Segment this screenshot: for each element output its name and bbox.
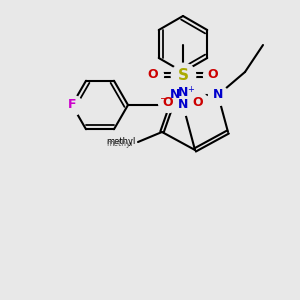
Text: N: N (178, 85, 188, 98)
Text: N: N (213, 88, 223, 101)
Text: +: + (188, 85, 194, 94)
Text: S: S (178, 68, 188, 82)
Text: methyl: methyl (106, 137, 136, 146)
Text: O: O (163, 95, 173, 109)
Text: O: O (193, 95, 203, 109)
Text: −: − (160, 94, 168, 104)
Text: N: N (178, 98, 188, 112)
Text: methyl: methyl (106, 140, 133, 148)
Text: N: N (170, 88, 180, 101)
Text: O: O (208, 68, 218, 82)
Text: F: F (68, 98, 76, 112)
Text: O: O (148, 68, 158, 82)
